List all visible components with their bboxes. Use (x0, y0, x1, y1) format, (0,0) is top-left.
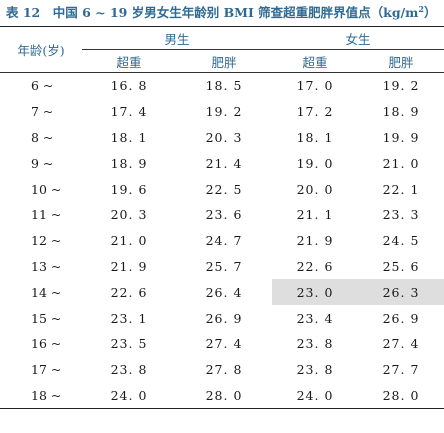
bmi-cutoff-table: 年龄(岁) 男生 女生 超重 肥胖 超重 肥胖 6 ~ 16. 8 18. 5 17.… (0, 26, 444, 410)
table-caption: 表 12 中国 6 ~ 19 岁男女生年龄别 BMI 筛查超重肥胖界值点（kg/… (0, 0, 444, 26)
male-obese-cell: 20. 3 (205, 129, 243, 145)
female-overweight-cell: 20. 0 (296, 181, 334, 197)
table-row: 8 ~ 18. 1 20. 3 18. 1 19. 9 (0, 125, 444, 151)
table-row: 10 ~ 19. 6 22. 5 20. 0 22. 1 (0, 176, 444, 202)
sub-header-row: 超重 肥胖 超重 肥胖 (0, 49, 444, 73)
male-obese-cell: 27. 8 (205, 362, 243, 378)
table-body: 6 ~ 16. 8 18. 5 17. 0 19. 2 7 ~ 17. 4 19. 2 17. … (0, 73, 444, 409)
table-row: 12 ~ 21. 0 24. 7 21. 9 24. 5 (0, 228, 444, 254)
female-obese-cell: 22. 1 (382, 181, 420, 197)
table-row: 15 ~ 23. 1 26. 9 23. 4 26. 9 (0, 305, 444, 331)
female-obese-cell: 19. 9 (382, 129, 420, 145)
female-overweight-cell: 17. 2 (296, 104, 334, 120)
table-row: 7 ~ 17. 4 19. 2 17. 2 18. 9 (0, 99, 444, 125)
male-overweight-cell: 23. 1 (110, 310, 148, 326)
group-header-female: 女生 (272, 26, 444, 50)
table-row: 17 ~ 23. 8 27. 8 23. 8 27. 7 (0, 357, 444, 383)
age-cell: 12 ~ (31, 233, 62, 249)
male-overweight-cell: 23. 8 (110, 362, 148, 378)
female-obese-cell: 27. 7 (382, 362, 420, 378)
male-obese-cell: 28. 0 (205, 387, 243, 403)
male-overweight-cell: 21. 9 (110, 258, 148, 274)
table-row: 14 ~ 22. 6 26. 4 23. 0 26. 3 (0, 279, 444, 306)
male-overweight-cell: 18. 1 (110, 129, 148, 145)
table-row: 16 ~ 23. 5 27. 4 23. 8 27. 4 (0, 331, 444, 357)
male-overweight-cell: 17. 4 (110, 104, 148, 120)
table-row: 9 ~ 18. 9 21. 4 19. 0 21. 0 (0, 150, 444, 176)
female-overweight-cell: 19. 0 (296, 155, 334, 171)
female-overweight-cell: 18. 1 (296, 129, 334, 145)
male-obese-cell: 19. 2 (205, 104, 243, 120)
female-obese-cell: 18. 9 (382, 104, 420, 120)
age-cell: 17 ~ (31, 362, 62, 378)
male-obese-cell: 18. 5 (205, 78, 243, 94)
female-overweight-cell: 21. 9 (296, 233, 334, 249)
subheader-female-obese: 肥胖 (358, 49, 444, 73)
male-obese-cell: 25. 7 (205, 258, 243, 274)
female-overweight-cell: 21. 1 (296, 207, 334, 223)
group-header-male: 男生 (82, 26, 273, 50)
male-obese-cell: 21. 4 (205, 155, 243, 171)
female-obese-cell: 19. 2 (382, 78, 420, 94)
subheader-male-overweight: 超重 (82, 49, 176, 73)
male-overweight-cell: 21. 0 (110, 233, 148, 249)
age-cell: 11 ~ (31, 207, 62, 223)
male-obese-cell: 26. 9 (205, 310, 243, 326)
female-overweight-cell: 24. 0 (296, 387, 334, 403)
male-overweight-cell: 22. 6 (110, 284, 148, 300)
age-cell: 14 ~ (31, 284, 62, 300)
male-overweight-cell: 18. 9 (110, 155, 148, 171)
group-header-row: 年龄(岁) 男生 女生 (0, 26, 444, 73)
male-overweight-cell: 24. 0 (110, 387, 148, 403)
male-obese-cell: 27. 4 (205, 336, 243, 352)
female-overweight-cell: 22. 6 (296, 258, 334, 274)
female-obese-cell: 28. 0 (382, 387, 420, 403)
male-obese-cell: 22. 5 (205, 181, 243, 197)
caption-text: 表 12 中国 6 ~ 19 岁男女生年龄别 BMI 筛查超重肥胖界值点（kg/… (6, 5, 419, 20)
table-row: 13 ~ 21. 9 25. 7 22. 6 25. 6 (0, 254, 444, 280)
table-row: 6 ~ 16. 8 18. 5 17. 0 19. 2 (0, 73, 444, 99)
age-cell: 8 ~ (31, 129, 54, 145)
female-obese-cell: 26. 3 (358, 279, 444, 306)
female-obese-cell: 24. 5 (382, 233, 420, 249)
female-overweight-cell: 23. 8 (296, 362, 334, 378)
subheader-male-obese: 肥胖 (176, 49, 273, 73)
age-cell: 7 ~ (31, 104, 54, 120)
age-cell: 13 ~ (31, 258, 62, 274)
table-row: 18 ~ 24. 0 28. 0 24. 0 28. 0 (0, 383, 444, 409)
age-cell: 15 ~ (31, 310, 62, 326)
female-overweight-cell: 23. 4 (296, 310, 334, 326)
female-obese-cell: 26. 9 (382, 310, 420, 326)
female-obese-cell: 25. 6 (382, 258, 420, 274)
male-overweight-cell: 19. 6 (110, 181, 148, 197)
age-header: 年龄(岁) (0, 26, 82, 73)
male-obese-cell: 23. 6 (205, 207, 243, 223)
male-overweight-cell: 16. 8 (110, 78, 148, 94)
age-cell: 10 ~ (31, 181, 62, 197)
table-row: 11 ~ 20. 3 23. 6 21. 1 23. 3 (0, 202, 444, 228)
female-obese-cell: 23. 3 (382, 207, 420, 223)
male-overweight-cell: 23. 5 (110, 336, 148, 352)
female-obese-cell: 21. 0 (382, 155, 420, 171)
caption-close: ） (423, 5, 437, 20)
female-obese-cell: 27. 4 (382, 336, 420, 352)
age-cell: 9 ~ (31, 155, 54, 171)
female-overweight-cell: 23. 8 (296, 336, 334, 352)
male-obese-cell: 26. 4 (205, 284, 243, 300)
female-overweight-cell: 17. 0 (296, 78, 334, 94)
age-cell: 18 ~ (31, 387, 62, 403)
male-obese-cell: 24. 7 (205, 233, 243, 249)
caption-superscript: 2 (418, 3, 424, 14)
age-cell: 6 ~ (31, 78, 54, 94)
subheader-female-overweight: 超重 (272, 49, 359, 73)
female-overweight-cell: 23. 0 (272, 279, 359, 306)
male-overweight-cell: 20. 3 (110, 207, 148, 223)
age-cell: 16 ~ (31, 336, 62, 352)
